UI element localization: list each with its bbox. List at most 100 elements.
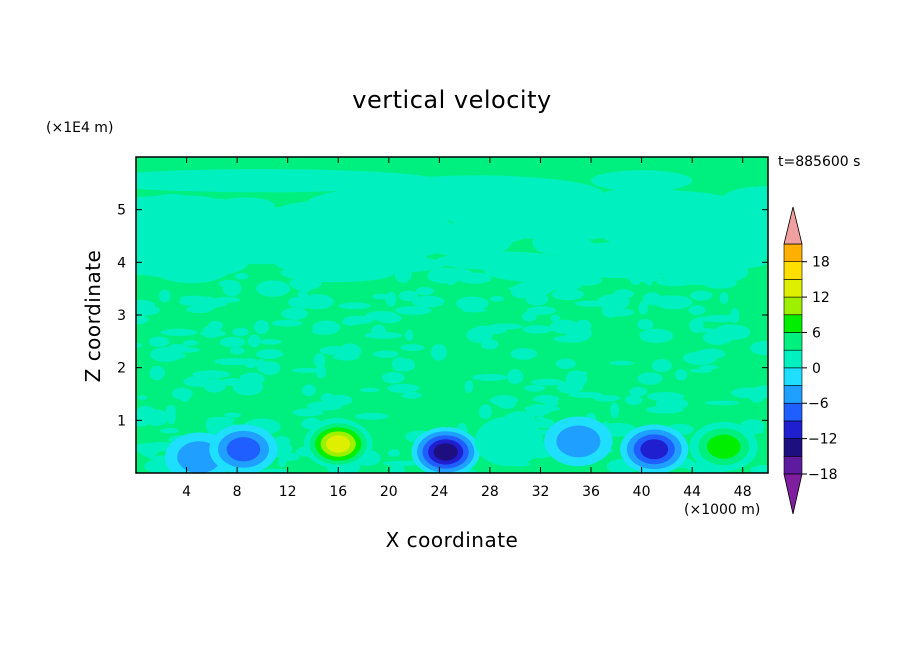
colorbar-tick-label: −18 xyxy=(808,467,838,483)
field-patch xyxy=(591,170,693,192)
field-feature-level xyxy=(226,437,261,462)
field-patch xyxy=(719,292,729,304)
y-tick-label: 1 xyxy=(117,413,126,429)
field-patch xyxy=(490,395,519,406)
field-patch xyxy=(544,399,559,407)
field-patch xyxy=(436,251,565,270)
field-patch xyxy=(675,369,688,381)
field-patch xyxy=(688,305,706,315)
field-patch xyxy=(638,301,649,315)
x-tick-label: 28 xyxy=(481,484,499,500)
field-patch xyxy=(342,317,359,326)
field-patch xyxy=(689,368,713,373)
field-patch xyxy=(136,315,149,325)
field-patch xyxy=(702,330,733,345)
x-tick-label: 44 xyxy=(683,484,701,500)
field-patch xyxy=(149,365,165,381)
field-patch xyxy=(489,296,504,302)
colorbar-tick-label: −12 xyxy=(808,432,838,448)
field-patch xyxy=(136,342,142,348)
colorbar-segment xyxy=(783,279,803,298)
field-patch xyxy=(472,373,508,381)
field-patch xyxy=(236,379,257,389)
x-unit-label: (×1000 m) xyxy=(684,502,761,518)
field-patch xyxy=(273,436,291,448)
field-patch xyxy=(488,323,523,330)
x-tick-label: 32 xyxy=(532,484,550,500)
field-patch xyxy=(538,418,555,429)
field-patch xyxy=(279,239,378,253)
field-patch xyxy=(609,360,634,366)
field-patch xyxy=(219,337,246,348)
y-tick-label: 5 xyxy=(117,203,126,219)
field-patch xyxy=(261,468,289,473)
field-patch xyxy=(639,328,674,343)
field-patch xyxy=(183,339,199,346)
field-feature-level xyxy=(474,416,544,467)
field-patch xyxy=(692,328,721,333)
field-patch xyxy=(613,289,634,299)
field-patch xyxy=(136,198,252,212)
field-patch xyxy=(596,300,615,307)
field-patch xyxy=(192,370,231,379)
field-patch xyxy=(530,378,564,386)
field-patch xyxy=(526,306,557,315)
field-patch xyxy=(179,390,191,402)
field-patch xyxy=(569,391,603,398)
field-patch xyxy=(610,402,619,419)
field-patch xyxy=(750,341,768,356)
field-patch xyxy=(166,408,176,425)
x-axis-ticks: 4 8 12 16 20 24 28 32 36 40 44 48 xyxy=(182,157,752,500)
field-patch xyxy=(394,358,416,372)
colorbar-tick-label: −6 xyxy=(808,396,829,412)
field-feature-level xyxy=(556,425,601,458)
field-patch xyxy=(398,290,419,302)
x-axis-label: X coordinate xyxy=(385,528,519,552)
field-patch xyxy=(289,276,322,291)
colorbar-segment xyxy=(783,261,803,280)
field-patch xyxy=(350,175,604,213)
field-patch xyxy=(256,280,291,297)
field-patch xyxy=(637,318,654,330)
colorbar-segment xyxy=(783,243,803,262)
field-patch xyxy=(606,308,634,317)
field-patch xyxy=(551,288,585,301)
field-feature-level xyxy=(706,434,741,459)
colorbar-tick-label: 0 xyxy=(812,361,821,377)
colorbar-segment xyxy=(783,332,803,351)
field-patch xyxy=(385,291,397,307)
field-patch xyxy=(682,351,717,365)
field-patch xyxy=(526,404,551,417)
field-patch xyxy=(545,250,629,279)
colorbar-segment xyxy=(783,296,803,316)
x-tick-label: 20 xyxy=(380,484,398,500)
field-patch xyxy=(338,302,371,310)
field-patch xyxy=(694,316,728,322)
field-patch xyxy=(556,381,584,394)
field-patch xyxy=(158,289,171,303)
field-feature-level xyxy=(326,435,351,453)
x-tick-label: 36 xyxy=(582,484,600,500)
field-patch xyxy=(196,298,228,308)
field-feature-level xyxy=(433,443,458,461)
field-patch xyxy=(550,314,560,322)
field-patch xyxy=(301,384,316,397)
field-patch xyxy=(214,358,252,366)
field-patch xyxy=(656,277,693,287)
x-tick-label: 12 xyxy=(279,484,297,500)
field-patch xyxy=(224,412,241,418)
field-patch xyxy=(625,394,643,405)
colorbar-tick-label: 18 xyxy=(812,255,830,271)
field-patch xyxy=(253,319,270,335)
field-patch xyxy=(690,290,713,301)
colorbar-segment xyxy=(783,402,803,422)
field-patch xyxy=(704,400,740,406)
field-patch xyxy=(431,344,447,361)
x-tick-label: 48 xyxy=(734,484,752,500)
field-patch xyxy=(550,319,580,334)
field-patch xyxy=(247,334,261,348)
field-patch xyxy=(141,229,212,248)
field-patch xyxy=(400,344,425,352)
field-patch xyxy=(348,252,430,269)
